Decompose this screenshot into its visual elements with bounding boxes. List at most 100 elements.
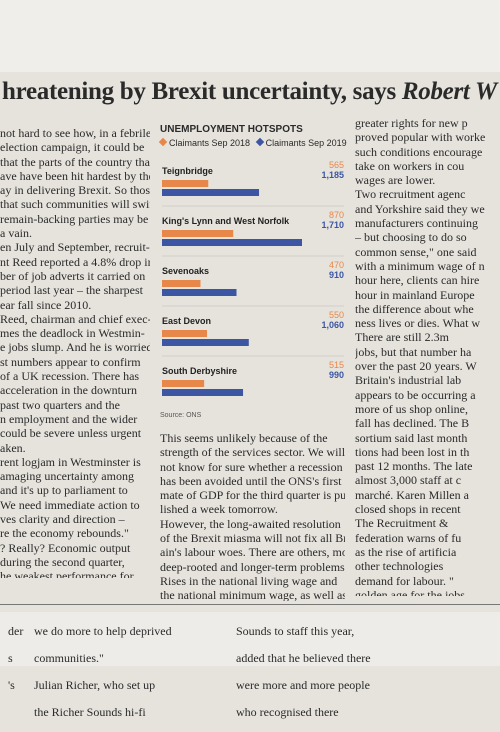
text-line: This seems unlikely because of the bbox=[160, 431, 345, 445]
text-line: jobs, but that number ha bbox=[355, 345, 500, 359]
text-line: that such communities will swing bbox=[0, 197, 150, 211]
text-line: hour in mainland Europe bbox=[355, 288, 500, 302]
text-line: There are still 2.3m bbox=[355, 330, 500, 344]
text-line: could be severe unless urgent bbox=[0, 426, 150, 440]
data-label: 550 bbox=[329, 310, 344, 320]
data-label: 515 bbox=[329, 360, 344, 370]
bar-2018 bbox=[162, 230, 233, 237]
text-line: past two quarters and the bbox=[0, 398, 150, 412]
data-label: 910 bbox=[329, 270, 344, 280]
unemployment-chart: UNEMPLOYMENT HOTSPOTS Claimants Sep 2018… bbox=[158, 122, 348, 422]
text-line: The Recruitment & bbox=[355, 516, 500, 530]
text-line: communities." bbox=[34, 651, 220, 666]
bar-2019 bbox=[162, 389, 243, 396]
right-column: greater rights for new p proved popular w… bbox=[355, 116, 500, 596]
text-line: who recognised there bbox=[236, 705, 406, 720]
text-line: federation warns of fu bbox=[355, 531, 500, 545]
data-label: 1,060 bbox=[321, 320, 344, 330]
text-line: over the past 20 years. W bbox=[355, 359, 500, 373]
text-line: were more and more people bbox=[236, 678, 406, 693]
text-line: Reed, chairman and chief exec- bbox=[0, 312, 150, 326]
text-line: he weakest performance for bbox=[0, 569, 150, 578]
text-line: acceleration in the downturn bbox=[0, 383, 150, 397]
text-line: ber of job adverts it carried on bbox=[0, 269, 150, 283]
text-line: during the second quarter, bbox=[0, 555, 150, 569]
bar-2019 bbox=[162, 289, 237, 296]
strip-column-c: Sounds to staff this year, added that he … bbox=[236, 612, 406, 732]
text-line: not hard to see how, in a febrile bbox=[0, 126, 150, 140]
text-line: en July and September, recruit- bbox=[0, 240, 150, 254]
text-line: has been avoided until the ONS's first e… bbox=[160, 474, 345, 488]
bar-2018 bbox=[162, 380, 204, 387]
text-line: st numbers appear to confirm bbox=[0, 355, 150, 369]
text-line: Britain's industrial lab bbox=[355, 373, 500, 387]
text-line: strength of the services sector. We will bbox=[160, 445, 345, 459]
category-label: East Devon bbox=[162, 316, 211, 326]
text-line: aken. bbox=[0, 441, 150, 455]
text-line: n employment and the wider bbox=[0, 412, 150, 426]
page-top-margin bbox=[0, 0, 500, 72]
text-line: hour here, clients can hire bbox=[355, 273, 500, 287]
text-line: added that he believed there bbox=[236, 651, 406, 666]
bar-2018 bbox=[162, 180, 208, 187]
text-line: greater rights for new p bbox=[355, 116, 500, 130]
chart-source: Source: ONS bbox=[160, 412, 201, 419]
category-label: Teignbridge bbox=[162, 166, 213, 176]
text-line: common sense," one said bbox=[355, 245, 500, 259]
text-line: deep-rooted and longer-term problems. bbox=[160, 560, 345, 574]
data-label: 1,185 bbox=[321, 170, 344, 180]
text-line: not know for sure whether a recession bbox=[160, 460, 345, 474]
category-label: South Derbyshire bbox=[162, 366, 237, 376]
data-label: 470 bbox=[329, 260, 344, 270]
left-column: not hard to see how, in a febrile electio… bbox=[0, 126, 150, 578]
bar-2019 bbox=[162, 239, 302, 246]
text-line: sortium said last month bbox=[355, 431, 500, 445]
text-line: manufacturers continuing bbox=[355, 216, 500, 230]
text-line: that the parts of the country that bbox=[0, 155, 150, 169]
text-line: a vain. bbox=[0, 226, 150, 240]
text-line: with a minimum wage of n bbox=[355, 259, 500, 273]
middle-column: This seems unlikely because of the streng… bbox=[160, 431, 345, 601]
text-line: marché. Karen Millen a bbox=[355, 488, 500, 502]
text-line: tions had been lost in th bbox=[355, 445, 500, 459]
text-line: wages are lower. bbox=[355, 173, 500, 187]
text-line: mes the deadlock in Westmin- bbox=[0, 326, 150, 340]
data-label: 870 bbox=[329, 210, 344, 220]
text-line: rent logjam in Westminster is bbox=[0, 455, 150, 469]
headline-author: Robert W bbox=[402, 78, 497, 105]
text-line: the national minimum wage, as well as bbox=[160, 588, 345, 601]
text-line: We need immediate action to bbox=[0, 498, 150, 512]
category-label: Sevenoaks bbox=[162, 266, 209, 276]
text-line: and Yorkshire said they we bbox=[355, 202, 500, 216]
text-line: Rises in the national living wage and bbox=[160, 574, 345, 588]
text-line: amaging uncertainty among bbox=[0, 469, 150, 483]
text-line: e jobs slump. And he is worried: bbox=[0, 340, 150, 354]
bottom-divider bbox=[0, 604, 500, 605]
text-line: more of us shop online, bbox=[355, 402, 500, 416]
strip-column-a: der s 's bbox=[8, 612, 24, 705]
text-line: ay in delivering Brexit. So those bbox=[0, 183, 150, 197]
text-line: take on workers in cou bbox=[355, 159, 500, 173]
text-line: 's bbox=[8, 678, 24, 693]
text-line: nt Reed reported a 4.8% drop in bbox=[0, 255, 150, 269]
text-line: ves clarity and direction – bbox=[0, 512, 150, 526]
text-line: and it's up to parliament to bbox=[0, 483, 150, 497]
text-line: ? Really? Economic output bbox=[0, 541, 150, 555]
text-line: proved popular with worke bbox=[355, 130, 500, 144]
data-label: 990 bbox=[329, 370, 344, 380]
headline: hreatening by Brexit uncertainty, says R… bbox=[2, 78, 500, 112]
bar-2019 bbox=[162, 339, 249, 346]
text-line: ness lives or dies. What w bbox=[355, 316, 500, 330]
text-line: re the economy rebounds." bbox=[0, 526, 150, 540]
strip-column-b: we do more to help deprived communities."… bbox=[34, 612, 220, 732]
category-label: King's Lynn and West Norfolk bbox=[162, 216, 290, 226]
text-line: ear fall since 2010. bbox=[0, 298, 150, 312]
text-line: Two recruitment agenc bbox=[355, 187, 500, 201]
text-line: mate of GDP for the third quarter is pub… bbox=[160, 488, 345, 502]
text-line: remain-backing parties may be bbox=[0, 212, 150, 226]
text-line: ave have been hit hardest by the bbox=[0, 169, 150, 183]
text-line: fall has declined. The B bbox=[355, 416, 500, 430]
text-line: ain's labour woes. There are others, mor… bbox=[160, 545, 345, 559]
text-line: the Richer Sounds hi-fi bbox=[34, 705, 220, 720]
